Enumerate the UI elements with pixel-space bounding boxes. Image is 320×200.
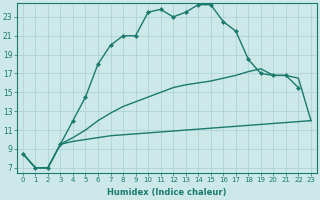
X-axis label: Humidex (Indice chaleur): Humidex (Indice chaleur) bbox=[107, 188, 227, 197]
